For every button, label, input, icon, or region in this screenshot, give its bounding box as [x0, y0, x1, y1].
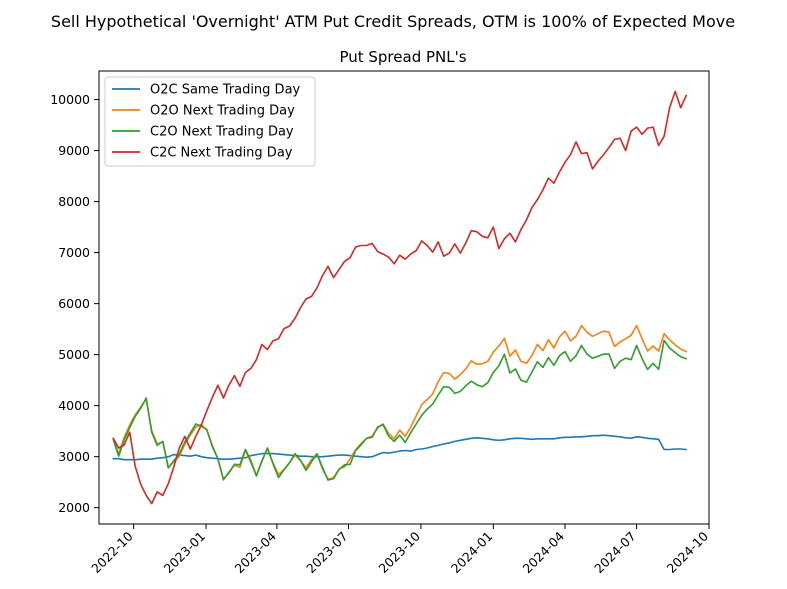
x-tick-label: 2024-10 [664, 528, 712, 576]
y-tick-label: 10000 [50, 92, 90, 107]
series-line-3 [112, 90, 688, 505]
legend-label-2: C2O Next Trading Day [150, 125, 294, 140]
y-tick-label: 3000 [58, 449, 90, 464]
y-axis: 2000 3000 4000 5000 6000 7000 8000 9000 10000 [50, 92, 99, 515]
y-tick-label: 5000 [58, 347, 90, 362]
x-tick-label: 2024-01 [448, 529, 496, 577]
legend-label-1: O2O Next Trading Day [150, 104, 295, 119]
legend-box [104, 76, 316, 167]
y-tick-label: 4000 [58, 398, 90, 413]
x-axis: 2022-10 2023-01 2023-04 2023-07 2023-10 2024-… [88, 524, 711, 576]
y-tick-label: 6000 [58, 296, 90, 311]
chart-title: Put Spread PNL's [339, 48, 466, 66]
x-tick-label: 2024-04 [520, 528, 568, 576]
plot-frame [98, 70, 710, 525]
x-tick-label: 2022-10 [88, 528, 136, 576]
x-tick-label: 2023-01 [161, 529, 209, 577]
legend-label-3: C2C Next Trading Day [150, 146, 293, 161]
x-tick-label: 2023-10 [376, 528, 424, 576]
y-tick-label: 7000 [58, 245, 90, 260]
series-line-2 [112, 339, 688, 481]
x-tick-label: 2024-07 [591, 529, 639, 577]
y-tick-label: 8000 [58, 194, 90, 209]
y-tick-label: 2000 [58, 500, 90, 515]
y-tick-label: 9000 [58, 143, 90, 158]
x-tick-label: 2023-07 [303, 529, 351, 577]
series-lines [112, 90, 688, 505]
legend: O2C Same Trading Day O2O Next Trading Day… [104, 76, 316, 167]
legend-label-0: O2C Same Trading Day [150, 83, 301, 98]
x-tick-label: 2023-04 [231, 528, 279, 576]
series-line-0 [112, 434, 688, 461]
chart-suptitle: Sell Hypothetical 'Overnight' ATM Put Cr… [51, 12, 735, 31]
series-line-1 [112, 324, 688, 481]
